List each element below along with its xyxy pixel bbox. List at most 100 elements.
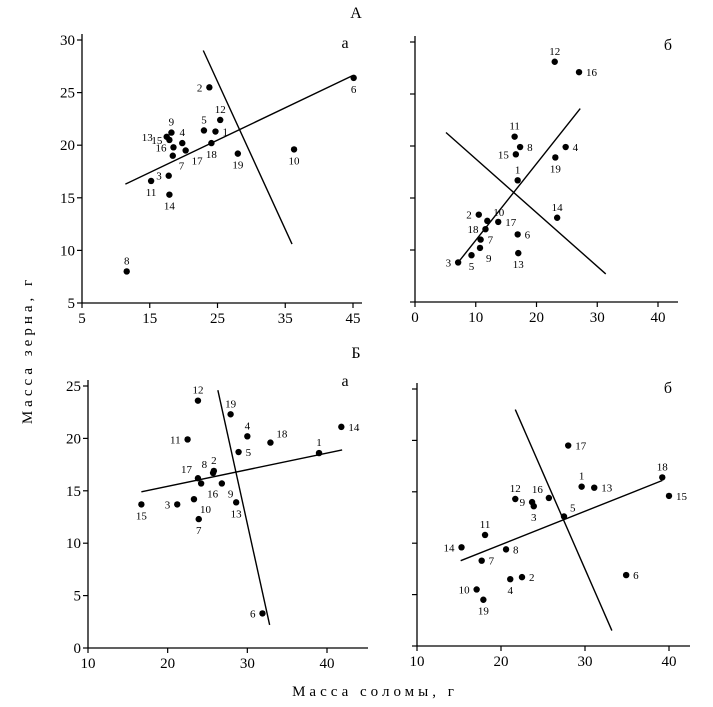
point-label-10: 10 (493, 207, 505, 219)
data-point-8 (123, 268, 130, 275)
data-point-16 (197, 480, 205, 487)
y-tick-label: 20 (60, 138, 75, 154)
point-label-4: 4 (245, 420, 251, 432)
data-point-2 (475, 211, 482, 218)
data-point-7 (169, 152, 176, 159)
data-point-13 (591, 484, 598, 491)
data-point-6 (350, 74, 357, 82)
data-point-13 (232, 499, 240, 506)
point-label-1: 1 (316, 437, 322, 449)
y-axis-label: Масса зерна, г (20, 276, 36, 424)
point-label-2: 2 (466, 210, 472, 222)
data-point-10 (290, 146, 298, 153)
data-point-1 (514, 177, 521, 184)
point-label-10: 10 (200, 504, 212, 516)
point-label-8: 8 (513, 544, 519, 556)
point-label-14: 14 (348, 422, 360, 434)
panel-label: б (664, 37, 672, 54)
point-label-5: 5 (570, 502, 576, 514)
y-tick-label: 5 (68, 296, 76, 312)
x-tick-label: 40 (651, 310, 666, 326)
panel-label: а (341, 35, 348, 52)
axis-line-2 (217, 390, 271, 626)
point-label-8: 8 (124, 255, 130, 267)
point-label-11: 11 (480, 519, 491, 531)
data-point-8 (502, 546, 510, 553)
data-point-4 (244, 433, 251, 440)
axis-line-2 (202, 50, 293, 245)
point-label-3: 3 (165, 499, 171, 511)
data-point-7 (195, 515, 202, 523)
point-label-4: 4 (180, 127, 186, 139)
data-point-19 (480, 596, 487, 603)
point-label-11: 11 (509, 121, 520, 133)
y-tick-label: 10 (60, 243, 75, 259)
point-label-12: 12 (510, 483, 521, 495)
point-label-17: 17 (505, 217, 517, 229)
x-tick-label: 0 (411, 310, 419, 326)
data-point-15 (166, 136, 173, 144)
y-tick-label: 30 (60, 33, 75, 49)
point-label-2: 2 (211, 455, 217, 467)
point-label-8: 8 (527, 142, 533, 154)
data-point-11 (481, 531, 489, 539)
point-label-1: 1 (515, 164, 521, 176)
point-label-13: 13 (142, 132, 154, 144)
x-tick-label: 10 (81, 656, 96, 672)
data-point-5 (200, 127, 208, 134)
data-point-14 (553, 214, 561, 221)
point-label-13: 13 (231, 508, 243, 520)
data-point-1 (578, 483, 585, 490)
point-label-15: 15 (498, 149, 510, 161)
point-label-6: 6 (633, 570, 639, 582)
point-label-19: 19 (478, 606, 490, 618)
y-tick-label: 25 (60, 86, 75, 102)
point-label-4: 4 (507, 585, 513, 597)
point-label-18: 18 (206, 149, 218, 161)
point-label-10: 10 (289, 155, 301, 167)
y-tick-label: 20 (66, 431, 81, 447)
point-label-9: 9 (169, 117, 175, 129)
point-label-6: 6 (351, 84, 357, 96)
data-point-11 (147, 177, 155, 185)
point-label-17: 17 (181, 464, 193, 476)
point-label-12: 12 (192, 385, 203, 397)
point-label-14: 14 (444, 542, 456, 554)
point-label-5: 5 (469, 261, 475, 273)
group-title-a: А (350, 5, 362, 22)
data-point-4 (179, 139, 186, 147)
point-label-5: 5 (201, 114, 207, 126)
point-label-11: 11 (146, 187, 157, 199)
y-tick-label: 10 (66, 536, 81, 552)
x-tick-label: 5 (78, 311, 86, 327)
x-tick-label: 30 (240, 656, 255, 672)
data-point-11 (184, 436, 191, 443)
data-point-10 (473, 586, 480, 593)
point-label-16: 16 (207, 488, 219, 500)
data-point-19 (234, 150, 242, 157)
data-point-6 (514, 231, 521, 238)
axis-line-1 (125, 75, 353, 185)
data-point-18 (482, 226, 489, 233)
panel-label: а (341, 373, 348, 390)
data-point-14 (458, 544, 465, 551)
data-point-7 (477, 236, 484, 243)
data-point-18 (208, 139, 215, 147)
x-tick-label: 30 (590, 310, 605, 326)
point-label-1: 1 (222, 127, 228, 139)
point-label-18: 18 (467, 224, 479, 236)
point-label-4: 4 (573, 142, 579, 154)
point-label-2: 2 (197, 82, 203, 94)
data-point-4 (562, 143, 569, 151)
data-point-10 (484, 217, 491, 225)
data-point-10 (190, 495, 198, 503)
point-label-14: 14 (164, 201, 176, 213)
data-point-3 (174, 501, 181, 508)
data-point-5 (468, 252, 475, 259)
group-title-b: Б (351, 345, 360, 362)
data-point-12 (217, 116, 224, 124)
point-label-7: 7 (179, 161, 185, 173)
data-point-15 (665, 492, 673, 500)
data-point-17 (194, 475, 202, 482)
